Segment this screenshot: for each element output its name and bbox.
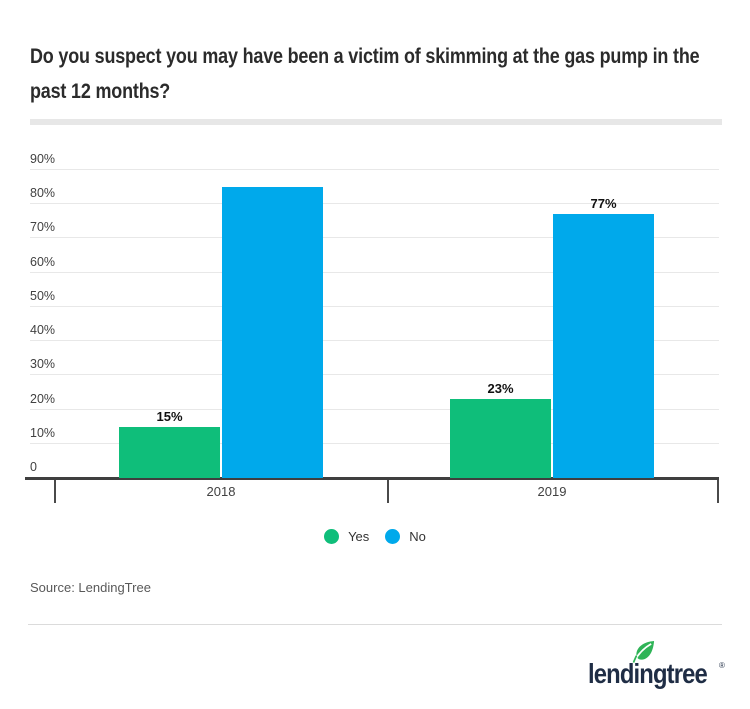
gridline-50 xyxy=(30,306,719,307)
y-axis-label-20: 20% xyxy=(30,392,56,406)
gridline-90 xyxy=(30,169,719,170)
y-axis-label-90: 90% xyxy=(30,152,56,166)
gridline-40 xyxy=(30,340,719,341)
gridline-30 xyxy=(30,374,719,375)
x-axis-tick-1 xyxy=(387,480,389,503)
y-axis-label-30: 30% xyxy=(30,357,56,371)
bar-2018-no xyxy=(222,187,323,478)
gridline-70 xyxy=(30,237,719,238)
y-axis-label-40: 40% xyxy=(30,323,56,337)
gridline-10 xyxy=(30,443,719,444)
y-axis-label-0: 0 xyxy=(30,460,37,474)
y-axis-label-10: 10% xyxy=(30,426,56,440)
chart-title-line-2: past 12 months? xyxy=(30,80,171,103)
chart-title: Do you suspect you may have been a victi… xyxy=(30,44,730,114)
bar-value-label-2019-yes: 23% xyxy=(487,381,514,396)
leaf-icon xyxy=(632,640,655,663)
bar-2018-yes xyxy=(119,427,220,478)
x-axis-line xyxy=(25,477,719,480)
gridline-60 xyxy=(30,272,719,273)
bar-2019-no xyxy=(553,214,654,478)
chart-legend: Yes No xyxy=(0,529,750,544)
gridline-20 xyxy=(30,409,719,410)
bar-2019-yes xyxy=(450,399,551,478)
bar-value-label-2019-no: 77% xyxy=(590,196,617,211)
lendingtree-logo: lendingtree ® xyxy=(588,640,738,697)
title-underline-bar xyxy=(30,119,722,125)
legend-swatch-yes-icon xyxy=(324,529,340,544)
y-axis-label-50: 50% xyxy=(30,289,56,303)
y-axis-label-80: 80% xyxy=(30,186,56,200)
x-axis-tick-2 xyxy=(717,480,719,503)
bar-value-label-2018-yes: 15% xyxy=(156,409,183,424)
legend-item-yes: Yes xyxy=(324,529,369,544)
chart-title-line-1: Do you suspect you may have been a victi… xyxy=(30,45,700,68)
legend-label-yes: Yes xyxy=(348,529,370,544)
source-attribution: Source: LendingTree xyxy=(30,580,151,595)
x-axis-label-2018: 2018 xyxy=(206,484,236,499)
y-axis-label-70: 70% xyxy=(30,220,56,234)
legend-swatch-no-icon xyxy=(385,529,401,544)
footer-divider xyxy=(28,624,722,625)
x-axis-tick-0 xyxy=(54,480,56,503)
lendingtree-logo-text: lendingtree xyxy=(588,658,708,689)
legend-label-no: No xyxy=(409,529,426,544)
registered-trademark-symbol: ® xyxy=(719,661,725,670)
x-axis-label-2019: 2019 xyxy=(537,484,567,499)
gridline-80 xyxy=(30,203,719,204)
legend-item-no: No xyxy=(385,529,426,544)
y-axis-label-60: 60% xyxy=(30,255,56,269)
